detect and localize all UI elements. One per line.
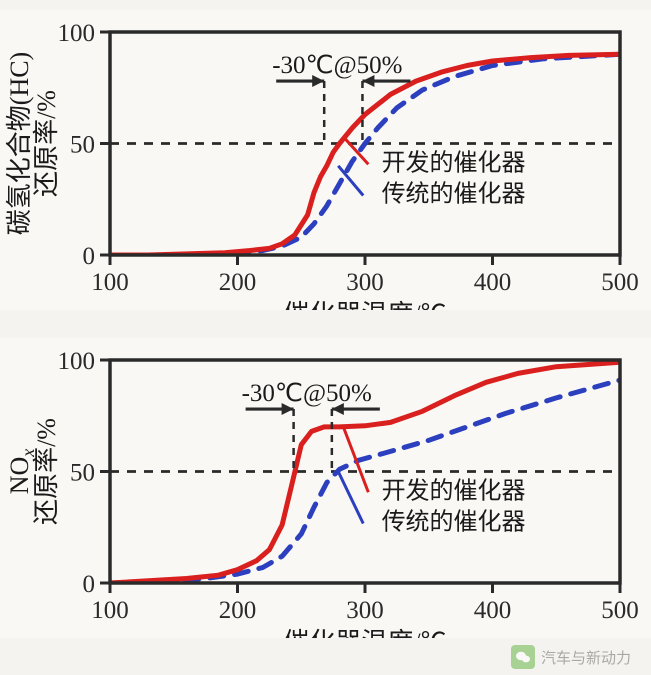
legend-developed: 开发的催化器 (382, 477, 526, 504)
svg-text:50: 50 (70, 460, 95, 487)
legend-developed: 开发的催化器 (382, 149, 526, 176)
svg-text:0: 0 (83, 243, 96, 270)
bottom-chart: 开发的催化器 传统的催化器 100 200 300 400 500 0 50 100 -30… (0, 338, 651, 638)
x-axis-label: 催化器温度/℃ (283, 300, 446, 310)
svg-text:300: 300 (346, 269, 384, 296)
legend-traditional: 传统的催化器 (382, 180, 526, 207)
annotation-text: -30℃@50% (242, 380, 372, 407)
y-axis-label-line2: 还原率/% (32, 90, 61, 197)
svg-text:50: 50 (70, 132, 95, 159)
annotation-text: -30℃@50% (272, 52, 402, 79)
watermark-text: 汽车与新动力 (541, 647, 631, 668)
legend-traditional: 传统的催化器 (382, 508, 526, 535)
top-chart: 开发的催化器 传统的催化器 100 200 300 400 500 0 50 100 -30… (0, 10, 651, 310)
y-axis-label-line2: 还原率/% (32, 418, 61, 525)
svg-text:500: 500 (601, 597, 639, 624)
svg-text:400: 400 (474, 269, 512, 296)
wechat-icon (511, 645, 535, 669)
svg-text:200: 200 (219, 269, 257, 296)
svg-text:100: 100 (58, 20, 96, 47)
svg-text:300: 300 (346, 597, 384, 624)
svg-text:100: 100 (91, 597, 129, 624)
svg-text:400: 400 (474, 597, 512, 624)
x-axis-label: 催化器温度/℃ (283, 628, 446, 638)
svg-text:100: 100 (58, 348, 96, 375)
svg-text:0: 0 (83, 571, 96, 598)
watermark: 汽车与新动力 (511, 645, 631, 669)
y-axis-label-line1: 碳氢化合物(HC) (5, 52, 34, 235)
svg-text:200: 200 (219, 597, 257, 624)
svg-text:100: 100 (91, 269, 129, 296)
svg-text:500: 500 (601, 269, 639, 296)
